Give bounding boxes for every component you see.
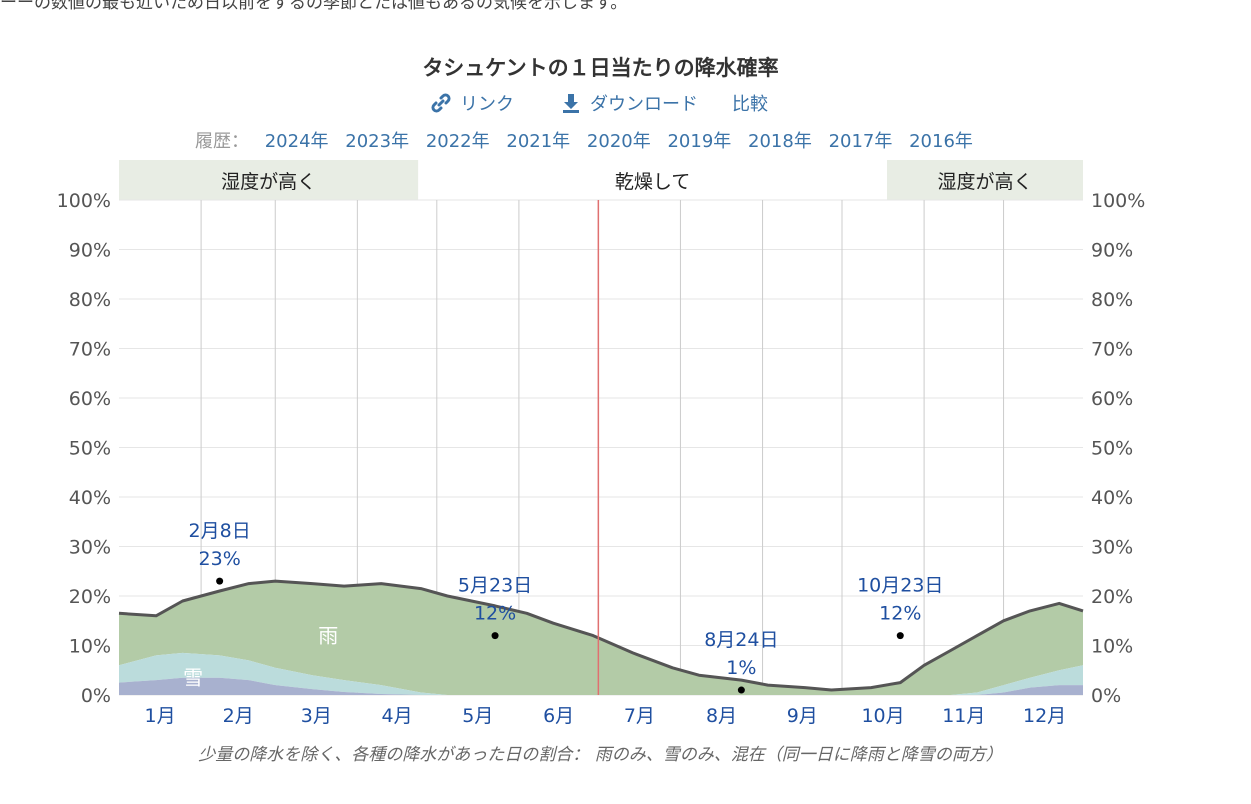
annotation-point bbox=[896, 632, 904, 640]
mixed-area bbox=[119, 677, 1083, 695]
history-year-2022[interactable]: 2022年 bbox=[425, 131, 490, 152]
y-tick-label-left: 30% bbox=[69, 537, 111, 559]
y-tick-label-right: 90% bbox=[1091, 240, 1133, 262]
y-tick-label-left: 40% bbox=[69, 487, 111, 509]
x-tick-label: 6月 bbox=[543, 705, 574, 727]
history-year-2021[interactable]: 2021年 bbox=[506, 131, 571, 152]
history-year-2020[interactable]: 2020年 bbox=[586, 131, 651, 152]
y-tick-label-left: 0% bbox=[81, 685, 111, 707]
annotation-point bbox=[737, 686, 745, 694]
season-label: 湿度が高く bbox=[221, 171, 316, 193]
season-label: 湿度が高く bbox=[938, 171, 1033, 193]
annotation-point bbox=[491, 632, 499, 640]
history-year-2023[interactable]: 2023年 bbox=[345, 131, 410, 152]
snow-area bbox=[119, 652, 1083, 695]
y-tick-label-left: 80% bbox=[69, 289, 111, 311]
history-year-2019[interactable]: 2019年 bbox=[667, 131, 732, 152]
y-tick-label-right: 20% bbox=[1091, 586, 1133, 608]
chart-title: タシュケントの１日当たりの降水確率 bbox=[422, 56, 779, 80]
history-label: 履歴： bbox=[195, 131, 249, 152]
area-label: 雪 bbox=[183, 666, 203, 690]
x-tick-label: 5月 bbox=[462, 705, 493, 727]
x-tick-label: 3月 bbox=[301, 705, 332, 727]
x-tick-label: 10月 bbox=[861, 705, 904, 727]
history-bar: 履歴： 2024年 2023年 2022年 2021年 2020年 2019年 … bbox=[195, 127, 984, 153]
y-tick-label-left: 60% bbox=[69, 388, 111, 410]
annotation-date: 2月8日 bbox=[189, 520, 251, 542]
history-year-2018[interactable]: 2018年 bbox=[748, 131, 812, 152]
rain-area bbox=[119, 581, 1083, 695]
download-label: ダウンロード bbox=[590, 94, 698, 115]
annotation-date: 8月24日 bbox=[704, 629, 778, 651]
season-band bbox=[887, 160, 1083, 200]
annotation-value: 12% bbox=[474, 603, 516, 625]
annotation-value: 1% bbox=[726, 657, 756, 679]
download-icon bbox=[563, 94, 579, 113]
history-year-2024[interactable]: 2024年 bbox=[264, 131, 329, 152]
x-tick-label: 9月 bbox=[787, 705, 818, 727]
compare-button[interactable]: 比較 bbox=[732, 90, 768, 116]
compare-label: 比較 bbox=[732, 94, 768, 115]
annotation-date: 10月23日 bbox=[857, 575, 943, 597]
y-tick-label-left: 50% bbox=[69, 438, 111, 460]
link-icon bbox=[431, 93, 451, 113]
link-label: リンク bbox=[460, 94, 514, 115]
x-tick-label: 8月 bbox=[706, 705, 737, 727]
season-band bbox=[119, 160, 419, 200]
y-tick-label-right: 30% bbox=[1091, 537, 1133, 559]
season-band bbox=[418, 160, 888, 200]
y-tick-label-right: 50% bbox=[1091, 438, 1133, 460]
y-tick-label-right: 80% bbox=[1091, 289, 1133, 311]
area-label: 雨 bbox=[318, 624, 338, 648]
chart-caption: 少量の降水を除く、各種の降水があった日の割合： 雨のみ、雪のみ、混在（同一日に降… bbox=[198, 745, 1003, 765]
x-tick-label: 1月 bbox=[145, 705, 176, 727]
y-tick-label-left: 90% bbox=[69, 240, 111, 262]
header-text: ーーの数値の最も近いため日以前をするの季節とたは値もあるの気候を示します。 bbox=[0, 0, 628, 13]
x-tick-label: 11月 bbox=[942, 705, 985, 727]
y-tick-label-left: 20% bbox=[69, 586, 111, 608]
history-year-2017[interactable]: 2017年 bbox=[828, 131, 893, 152]
annotation-point bbox=[216, 577, 224, 585]
x-tick-label: 2月 bbox=[223, 705, 254, 727]
y-tick-label-left: 100% bbox=[57, 190, 111, 212]
x-tick-label: 12月 bbox=[1023, 705, 1066, 727]
y-tick-label-left: 70% bbox=[69, 339, 111, 361]
chart-actions: リンク ダウンロード 比較 bbox=[430, 90, 768, 116]
season-label: 乾燥して bbox=[615, 171, 690, 193]
annotation-date: 5月23日 bbox=[458, 575, 532, 597]
history-year-2016[interactable]: 2016年 bbox=[909, 131, 973, 152]
y-tick-label-right: 0% bbox=[1091, 685, 1121, 707]
y-tick-label-left: 10% bbox=[69, 636, 111, 658]
annotation-value: 23% bbox=[199, 548, 241, 570]
link-button[interactable]: リンク bbox=[430, 90, 560, 116]
y-tick-label-right: 40% bbox=[1091, 487, 1133, 509]
y-tick-label-right: 70% bbox=[1091, 339, 1133, 361]
x-tick-label: 7月 bbox=[624, 705, 655, 727]
y-tick-label-right: 60% bbox=[1091, 388, 1133, 410]
y-tick-label-right: 100% bbox=[1091, 190, 1145, 212]
annotation-value: 12% bbox=[879, 603, 921, 625]
y-tick-label-right: 10% bbox=[1091, 636, 1133, 658]
total-precipitation-line bbox=[118, 579, 1084, 692]
x-tick-label: 4月 bbox=[382, 705, 413, 727]
download-button[interactable]: ダウンロード bbox=[560, 90, 732, 116]
